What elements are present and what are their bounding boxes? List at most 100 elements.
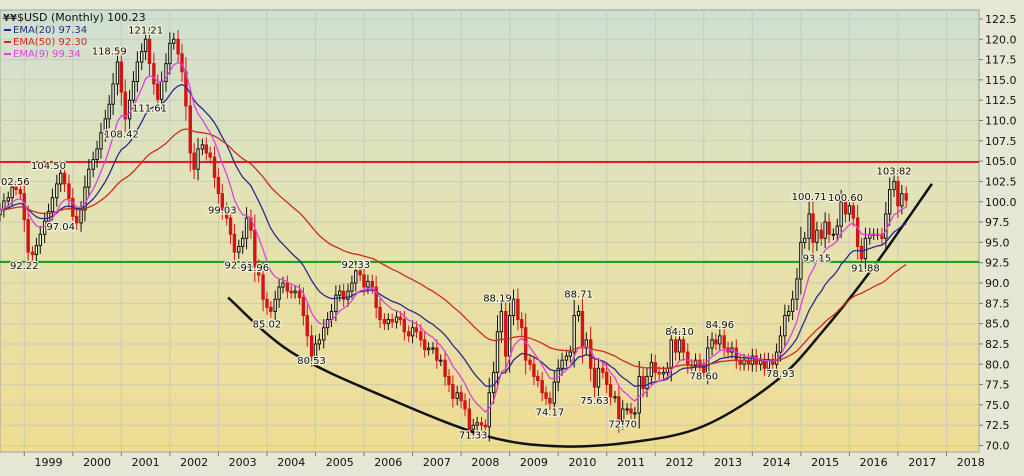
candle-body: [426, 347, 431, 351]
ema-line: [0, 61, 907, 413]
candle-body: [568, 351, 573, 357]
price-annotation: 111.61: [132, 103, 167, 114]
candle-body: [702, 365, 706, 373]
y-tick-label: 100.0: [985, 196, 1017, 209]
price-annotation: 74.17: [536, 408, 565, 419]
candle-body: [305, 315, 309, 337]
price-annotation: 93.15: [803, 253, 832, 264]
price-annotation: 91.96: [241, 263, 270, 274]
trend-curve: [227, 183, 933, 448]
ema-line: [0, 128, 907, 369]
candle-body: [46, 211, 51, 222]
candle-body: [811, 213, 815, 243]
candle-body: [455, 392, 459, 399]
candle-body: [787, 310, 791, 316]
candle-body: [358, 270, 362, 276]
candle-body: [843, 201, 848, 215]
candle-body: [657, 371, 661, 375]
candle-body: [479, 422, 484, 426]
candle-body: [244, 217, 249, 239]
y-tick-label: 82.5: [985, 338, 1010, 351]
x-tick-label: 1999: [35, 456, 63, 469]
candle-body: [419, 331, 423, 341]
candle-body: [778, 335, 783, 353]
candle-body: [269, 306, 273, 312]
x-tick-label: 2011: [617, 456, 645, 469]
candle-body: [322, 327, 326, 341]
price-annotation: 88.19: [483, 294, 512, 305]
candle-body: [115, 61, 120, 85]
candle-body: [382, 319, 387, 325]
legend-label: EMA(50) 92.30: [13, 37, 87, 48]
candle-body: [273, 298, 277, 312]
candle-body: [645, 375, 649, 390]
price-annotations: 102.56 92.22 104.50 97.04 118.59 108.42 121.21…: [0, 24, 913, 443]
candle-body: [649, 362, 654, 377]
x-tick-label: 2007: [423, 456, 451, 469]
price-candles: [0, 27, 908, 442]
candle-body: [601, 367, 605, 373]
candle-body: [79, 209, 83, 224]
candle-body: [14, 186, 18, 191]
horizontal-levels: [0, 160, 979, 263]
y-tick-label: 97.5: [985, 216, 1010, 229]
candle-body: [147, 38, 152, 65]
y-tick-label: 72.5: [985, 419, 1010, 432]
candle-body: [722, 335, 726, 349]
legend-label: EMA(20) 97.34: [13, 25, 87, 36]
chart-logo: ¥¥: [3, 13, 17, 24]
y-tick-label: 90.0: [985, 277, 1010, 290]
x-tick-label: 2014: [763, 456, 791, 469]
y-tick-label: 115.0: [985, 74, 1017, 87]
y-tick-label: 80.0: [985, 358, 1010, 371]
price-annotation: 102.56: [0, 177, 30, 188]
candle-body: [815, 229, 819, 243]
candle-body: [164, 63, 168, 82]
x-tick-label: 2003: [229, 456, 257, 469]
candle-body: [228, 217, 233, 235]
y-tick-label: 87.5: [985, 297, 1010, 310]
y-tick-label: 92.5: [985, 257, 1010, 270]
price-annotation: 99.03: [208, 206, 237, 217]
candle-body: [285, 282, 290, 292]
candle-body: [10, 186, 14, 199]
candle-body: [588, 339, 593, 369]
x-tick-label: 2001: [132, 456, 160, 469]
candle-body: [334, 294, 338, 312]
candle-body: [823, 221, 827, 239]
legend: ¥¥ $USD (Monthly) 100.23 EMA(20) 97.34EM…: [3, 11, 146, 60]
candle-body: [495, 331, 500, 373]
candle-body: [34, 245, 39, 256]
candle-body: [669, 339, 673, 369]
candle-body: [99, 132, 103, 150]
candle-body: [58, 172, 63, 185]
candle-body: [301, 297, 306, 316]
y-tick-label: 102.5: [985, 175, 1017, 188]
candle-body: [74, 215, 79, 224]
x-tick-label: 2005: [326, 456, 354, 469]
candle-body: [451, 384, 455, 399]
candle-body: [443, 359, 447, 377]
x-tick-label: 2009: [520, 456, 548, 469]
candle-body: [390, 319, 394, 323]
price-annotation: 71.33: [459, 431, 488, 442]
candle-body: [414, 327, 419, 333]
price-annotation: 84.96: [705, 320, 734, 331]
candle-body: [192, 152, 196, 170]
price-annotation: 92.22: [10, 261, 39, 272]
candle-body: [847, 205, 852, 215]
x-tick-label: 2018: [957, 456, 985, 469]
candle-body: [710, 339, 714, 349]
candle-body: [402, 319, 407, 333]
candle-body: [38, 233, 42, 247]
candle-body: [463, 400, 467, 410]
candle-body: [900, 193, 904, 207]
y-tick-label: 85.0: [985, 318, 1010, 331]
price-annotation: 78.60: [689, 372, 718, 383]
candle-body: [257, 266, 261, 276]
candle-body: [309, 335, 314, 357]
candle-body: [621, 408, 625, 422]
candle-body: [265, 298, 269, 308]
candle-body: [807, 213, 811, 239]
